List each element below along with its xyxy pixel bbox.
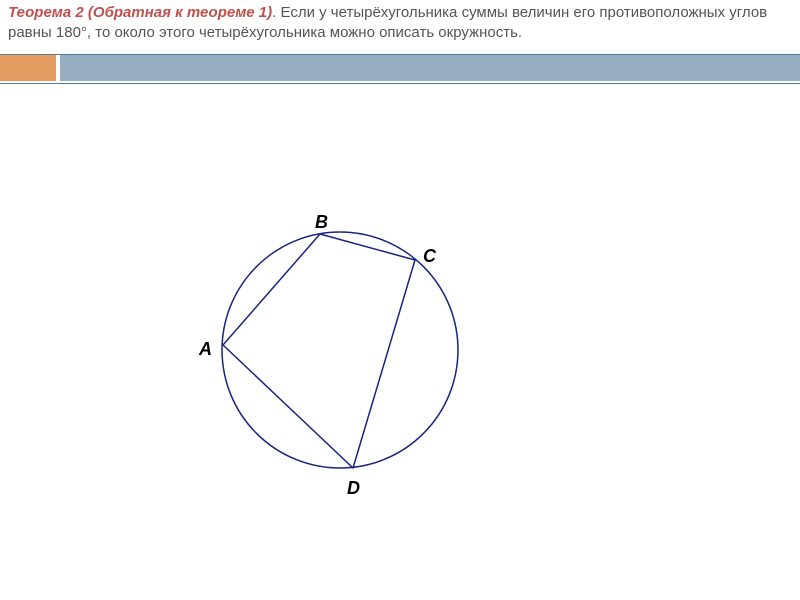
label-D: D xyxy=(347,478,360,499)
divider-accent-box xyxy=(0,55,56,81)
diagram-container: A B C D xyxy=(190,190,490,510)
theorem-title: Теорема 2 (Обратная к теореме 1) xyxy=(8,4,272,21)
diagram-quadrilateral xyxy=(223,234,415,468)
label-B: B xyxy=(315,212,328,233)
diagram-circle xyxy=(222,232,458,468)
divider-bar xyxy=(60,55,800,81)
label-A: A xyxy=(199,339,212,360)
label-C: C xyxy=(423,246,436,267)
diagram-svg xyxy=(190,190,490,510)
divider xyxy=(0,54,800,84)
divider-bottom-line xyxy=(0,83,800,84)
theorem-paragraph: Теорема 2 (Обратная к теореме 1). Если у… xyxy=(0,0,800,44)
